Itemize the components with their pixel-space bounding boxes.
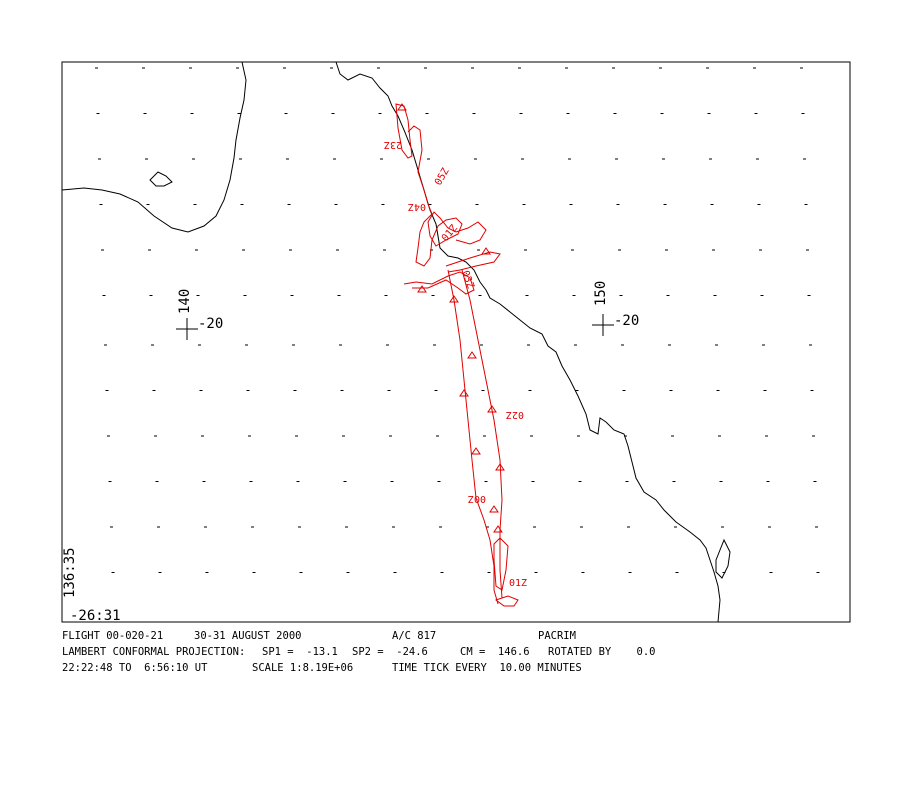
track-east-arm xyxy=(445,251,501,273)
time-label-03z: 03Z xyxy=(459,269,476,290)
footer-info: FLIGHT 00-020-21 30-31 AUGUST 2000 A/C 8… xyxy=(62,630,862,678)
track-south-loops xyxy=(493,537,519,607)
flight-track-map: 140 -20 150 -20 136:35 -26:31 23Z 05Z 04… xyxy=(61,61,851,624)
time-label-01z-north: 01Z xyxy=(440,223,460,244)
grid-marker-140: 140 -20 xyxy=(176,289,223,340)
footer-dates: 30-31 AUGUST 2000 xyxy=(194,630,302,642)
footer-cm: CM = 146.6 xyxy=(460,646,530,658)
track-time-ticks xyxy=(397,103,505,533)
lon-label-150: 150 xyxy=(593,281,609,306)
flight-track xyxy=(395,103,519,607)
time-label-02z: 02Z xyxy=(506,409,524,420)
time-labels: 23Z 05Z 04Z 01Z 03Z 02Z 00Z 01Z xyxy=(384,139,527,589)
lat-label-150: -20 xyxy=(614,313,639,329)
time-label-00z: 00Z xyxy=(468,493,486,504)
time-label-05z: 05Z xyxy=(433,166,452,187)
time-label-01z-south: 01Z xyxy=(509,578,527,589)
lat-label-140: -20 xyxy=(198,316,223,332)
footer-flight: FLIGHT 00-020-21 xyxy=(62,630,164,642)
footer-mission: PACRIM xyxy=(538,630,576,642)
footer-aircraft: A/C 817 xyxy=(392,630,437,642)
coastline-peninsula xyxy=(715,538,731,579)
footer-sp2: SP2 = -24.6 xyxy=(352,646,428,658)
map-frame xyxy=(61,61,851,623)
footer-projection: LAMBERT CONFORMAL PROJECTION: xyxy=(62,646,246,658)
footer-tick-every: TIME TICK EVERY 10.00 MINUTES xyxy=(392,662,582,674)
time-label-04z: 04Z xyxy=(408,201,426,212)
track-west-arm xyxy=(403,271,475,295)
grid-marker-150: 150 -20 xyxy=(592,281,639,336)
coastline-island xyxy=(149,171,173,187)
footer-scale: SCALE 1:8.19E+06 xyxy=(252,662,354,674)
time-label-23z: 23Z xyxy=(384,139,402,150)
track-north-loop-2 xyxy=(407,125,433,215)
lon-label-140: 140 xyxy=(177,289,193,314)
coastline xyxy=(61,61,731,623)
track-south-leg-west xyxy=(447,269,499,605)
track-south-leg-east xyxy=(461,269,503,599)
coastline-gulf xyxy=(61,61,247,233)
footer-times: 22:22:48 TO 6:56:10 UT xyxy=(62,662,208,674)
track-central-cluster xyxy=(415,211,487,267)
track-north-loops xyxy=(395,103,413,159)
footer-sp1: SP1 = -13.1 xyxy=(262,646,338,658)
footer-rotated: ROTATED BY 0.0 xyxy=(548,646,656,658)
corner-lon-label: 136:35 xyxy=(62,547,78,598)
coastline-east xyxy=(335,61,721,623)
lat-lon-dot-grid xyxy=(95,67,820,573)
corner-lat-label: -26:31 xyxy=(70,608,121,624)
